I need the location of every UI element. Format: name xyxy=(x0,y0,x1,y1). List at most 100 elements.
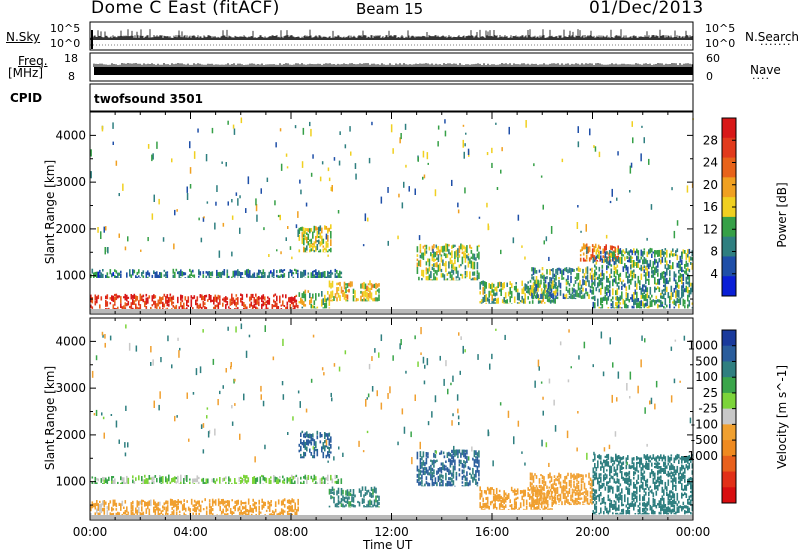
velocity-ytick-label: 4000 xyxy=(55,334,86,348)
velocity-scale-swatch xyxy=(722,424,736,441)
cpid-label: CPID xyxy=(10,91,43,105)
power-scale-swatch xyxy=(722,197,736,218)
power-echo-region xyxy=(592,247,694,309)
power-scale-tick-label: 28 xyxy=(703,133,718,147)
velocity-scale-label: Velocity [m s^-1] xyxy=(775,364,789,470)
nsearch-tick-bottom: 10^0 xyxy=(705,37,736,50)
velocity-ytick-label: 2000 xyxy=(55,428,86,442)
velocity-scale-swatch xyxy=(722,487,736,504)
velocity-scale-swatch xyxy=(722,440,736,457)
ylabel-velocity: Slant Range [km] xyxy=(43,365,57,471)
power-scatter-echoes xyxy=(90,117,694,261)
velocity-echo-region xyxy=(328,486,380,508)
power-scale-swatch xyxy=(722,256,736,277)
velocity-scale-frame xyxy=(721,329,737,504)
freq-label-1: Freq. xyxy=(18,54,48,68)
power-scale-tick-label: 4 xyxy=(710,267,718,281)
velocity-ytick-label: 3000 xyxy=(55,381,86,395)
velocity-echo-region xyxy=(298,430,332,459)
nave-tick-top: 60 xyxy=(706,52,720,65)
ylabel-power: Slant Range [km] xyxy=(43,159,57,265)
power-scale-swatch xyxy=(722,137,736,159)
freq-tick-bottom: 8 xyxy=(68,70,75,83)
station-title: Dome C East (fitACF) xyxy=(91,0,280,18)
xtick-label: 08:00 xyxy=(274,525,309,539)
nsky-label: N.Sky xyxy=(6,30,41,44)
nave-tick-bottom: 0 xyxy=(706,70,713,83)
velocity-scale-tick-label: 500 xyxy=(695,354,718,368)
power-ytick-label: 1000 xyxy=(55,269,86,283)
freq-tick-top: 18 xyxy=(64,52,78,65)
nsky-tick-bottom: 10^0 xyxy=(50,37,81,50)
xlabel: Time UT xyxy=(363,538,413,552)
date-title: 01/Dec/2013 xyxy=(589,0,704,18)
xtick-label: 20:00 xyxy=(575,525,610,539)
velocity-echo-region xyxy=(90,499,167,517)
velocity-scatter-echoes xyxy=(91,323,692,467)
velocity-echo-region xyxy=(91,474,343,484)
nave-label: Nave xyxy=(750,63,781,77)
cpid-value: twofsound 3501 xyxy=(94,92,203,106)
power-scale-label: Power [dB] xyxy=(775,182,789,248)
xtick-label: 00:00 xyxy=(73,525,108,539)
power-ytick-label: 2000 xyxy=(55,222,86,236)
power-scale-tick-label: 24 xyxy=(703,156,718,170)
power-echo-region xyxy=(328,280,380,302)
power-scale-swatch xyxy=(722,216,736,238)
cpid-frame xyxy=(89,83,694,112)
xtick-label: 12:00 xyxy=(374,525,409,539)
nsky-tick-top: 10^5 xyxy=(50,22,81,35)
power-echo-region xyxy=(90,293,299,311)
nsearch-dots: ······· xyxy=(760,38,792,51)
power-scale-swatch xyxy=(722,276,736,297)
power-scale-tick-label: 20 xyxy=(703,178,718,192)
velocity-scale-swatch xyxy=(722,345,736,362)
power-scale-swatch xyxy=(722,157,736,178)
velocity-scale-tick-label: -100 xyxy=(691,417,718,431)
velocity-scale-swatch xyxy=(722,392,736,410)
nsky-frame xyxy=(89,21,694,51)
power-scale-swatch xyxy=(722,177,736,198)
xtick-label: 00:00 xyxy=(676,525,711,539)
freq-trace-top xyxy=(93,63,693,67)
freq-trace xyxy=(94,67,693,75)
velocity-scale-swatch xyxy=(722,455,736,473)
velocity-echo-region xyxy=(416,449,480,487)
xtick-label: 16:00 xyxy=(475,525,510,539)
velocity-ytick-label: 1000 xyxy=(55,475,86,489)
power-scale-tick-label: 12 xyxy=(703,222,718,236)
power-echo-region xyxy=(90,268,343,278)
velocity-echo-region xyxy=(592,453,694,515)
nsky-trace xyxy=(90,29,693,40)
velocity-scale-tick-label: 100 xyxy=(695,370,718,384)
velocity-scale-tick-label: -500 xyxy=(691,433,718,447)
power-ytick-label: 3000 xyxy=(55,175,86,189)
nave-dots: ···· xyxy=(752,72,770,85)
xtick-label: 04:00 xyxy=(173,525,208,539)
velocity-scale-swatch xyxy=(722,361,736,378)
velocity-scale-tick-label: 1000 xyxy=(687,339,718,353)
power-scale-swatch xyxy=(722,236,736,257)
velocity-scale-tick-label: -1000 xyxy=(683,449,718,463)
power-ytick-label: 4000 xyxy=(55,128,86,142)
velocity-scale-swatch xyxy=(722,471,736,488)
velocity-scale-tick-label: 25 xyxy=(703,386,718,400)
velocity-echo-region xyxy=(165,498,299,517)
nsearch-tick-top: 10^5 xyxy=(705,22,736,35)
velocity-scale-tick-label: -25 xyxy=(698,402,718,416)
power-scale-swatch xyxy=(722,118,736,139)
power-echo-region xyxy=(298,289,331,309)
nsearch-label: N.Search xyxy=(745,30,800,44)
freq-label-2: [MHz] xyxy=(8,66,44,80)
power-echo-region xyxy=(416,243,480,281)
power-scale-tick-label: 16 xyxy=(703,200,718,214)
velocity-scale-swatch xyxy=(722,330,736,347)
power-echo-region xyxy=(529,266,593,300)
power-scale-tick-label: 8 xyxy=(710,245,718,259)
velocity-scale-swatch xyxy=(722,377,736,394)
velocity-echo-region xyxy=(529,472,593,506)
velocity-scale-swatch xyxy=(722,408,736,425)
beam-title: Beam 15 xyxy=(356,0,424,18)
